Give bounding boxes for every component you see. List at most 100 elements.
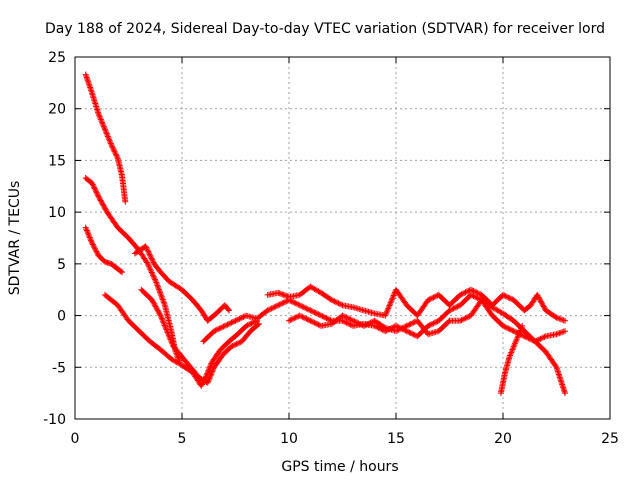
data-point (449, 306, 456, 313)
data-point (212, 327, 219, 334)
data-point (429, 295, 436, 302)
data-point (510, 328, 517, 335)
data-point (332, 298, 339, 305)
data-point (461, 289, 468, 296)
data-point (537, 335, 544, 342)
data-point (276, 290, 283, 297)
data-point (104, 133, 111, 140)
data-point (217, 324, 224, 331)
data-point (208, 371, 215, 378)
series-track-i (286, 297, 569, 345)
data-point (168, 337, 175, 344)
data-point (343, 314, 350, 321)
data-point (264, 307, 271, 314)
data-point (467, 291, 474, 298)
data-point (506, 353, 513, 360)
data-point (92, 188, 99, 195)
data-point (96, 113, 103, 120)
data-point (153, 279, 160, 286)
data-point (277, 290, 284, 297)
data-point (506, 295, 513, 302)
data-point (559, 329, 566, 336)
data-point (315, 311, 322, 318)
data-point (363, 321, 370, 328)
data-point (229, 342, 236, 349)
data-point (169, 340, 176, 347)
data-point (407, 330, 414, 337)
x-tick-label: 25 (601, 431, 619, 447)
data-point (168, 339, 175, 346)
data-point (299, 303, 306, 310)
data-point (303, 315, 310, 322)
data-point (385, 303, 392, 310)
data-point (205, 378, 212, 385)
data-point (101, 203, 108, 210)
data-point (248, 320, 255, 327)
data-point (153, 304, 160, 311)
data-point (273, 302, 280, 309)
data-point (518, 324, 525, 331)
data-point (461, 315, 468, 322)
data-point (340, 318, 347, 325)
data-point (205, 376, 212, 383)
data-point (458, 317, 465, 324)
data-point (281, 298, 288, 305)
data-point (513, 337, 520, 344)
data-point (291, 315, 298, 322)
data-point (433, 319, 440, 326)
data-point (296, 312, 303, 319)
data-point (382, 311, 389, 318)
y-tick-label: 10 (48, 205, 66, 221)
data-point (288, 316, 295, 323)
data-point (298, 313, 305, 320)
data-point (162, 325, 169, 332)
data-point (516, 328, 523, 335)
data-point (367, 319, 374, 326)
data-point (302, 315, 309, 322)
data-point (247, 320, 254, 327)
data-point (507, 352, 514, 359)
data-point (157, 290, 164, 297)
data-point (475, 290, 482, 297)
data-point (90, 182, 97, 189)
data-point (232, 317, 239, 324)
data-point (156, 288, 163, 295)
data-point (145, 250, 152, 257)
data-point (207, 374, 214, 381)
data-point (94, 249, 101, 256)
data-point (94, 192, 101, 199)
data-point (225, 320, 232, 327)
data-point (534, 293, 541, 300)
data-point (102, 127, 109, 134)
data-point (92, 186, 99, 193)
data-point (149, 298, 156, 305)
x-tick-label: 15 (387, 431, 405, 447)
data-point (271, 304, 278, 311)
data-point (122, 198, 129, 205)
data-point (354, 319, 361, 326)
data-point (471, 293, 478, 300)
data-point (300, 304, 307, 311)
data-point (299, 313, 306, 320)
data-point (506, 326, 513, 333)
data-point (504, 293, 511, 300)
data-point (119, 269, 126, 276)
data-point (109, 143, 116, 150)
data-point (338, 301, 345, 308)
data-point (512, 339, 519, 346)
data-point (161, 322, 168, 329)
data-point (230, 342, 237, 349)
data-point (557, 329, 564, 336)
data-point (397, 326, 404, 333)
data-point (150, 272, 157, 279)
data-point (518, 325, 525, 332)
data-point (318, 312, 325, 319)
x-tick-label: 0 (71, 431, 80, 447)
data-point (355, 320, 362, 327)
data-point (294, 313, 301, 320)
data-point (279, 300, 286, 307)
data-point (280, 299, 287, 306)
data-point (149, 270, 156, 277)
data-point (147, 266, 154, 273)
data-point (554, 330, 561, 337)
